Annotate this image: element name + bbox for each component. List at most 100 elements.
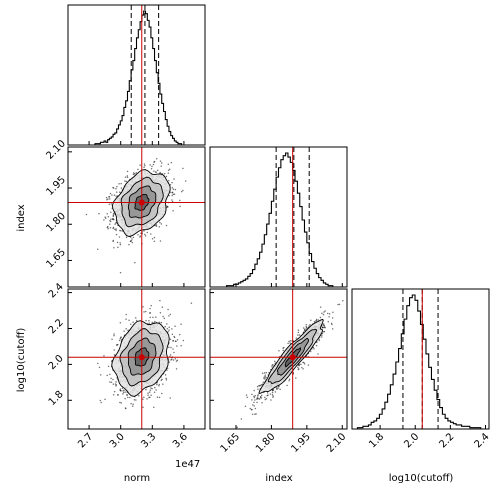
sample-point bbox=[264, 398, 267, 401]
sample-point bbox=[109, 223, 111, 225]
panel-frame-1-1 bbox=[209, 146, 348, 288]
sample-point bbox=[110, 381, 113, 384]
sample-point bbox=[278, 350, 280, 352]
y-tick-label-index-3: 2.10 bbox=[44, 138, 68, 162]
sample-point bbox=[172, 193, 175, 195]
sample-point bbox=[165, 377, 167, 380]
sample-point bbox=[142, 306, 144, 308]
sample-point bbox=[270, 399, 272, 401]
sample-point bbox=[171, 358, 173, 361]
sample-point bbox=[322, 323, 325, 325]
sample-point bbox=[153, 406, 155, 408]
sample-point bbox=[330, 322, 333, 325]
sample-point bbox=[156, 396, 159, 398]
sample-point bbox=[156, 383, 158, 386]
sample-point bbox=[144, 235, 147, 237]
sample-point bbox=[302, 327, 305, 329]
truth-marker-norm-vs-log10-cutoff bbox=[138, 354, 145, 361]
sample-point bbox=[133, 172, 136, 175]
sample-point bbox=[174, 188, 177, 191]
sample-point bbox=[133, 398, 136, 401]
sample-point bbox=[251, 408, 253, 411]
contour-line-norm-vs-index-3 bbox=[127, 185, 157, 219]
sample-point bbox=[129, 240, 132, 242]
sample-point bbox=[126, 176, 129, 179]
sample-point bbox=[164, 374, 167, 376]
sample-point bbox=[115, 188, 117, 190]
sample-point bbox=[251, 393, 253, 396]
sample-point bbox=[98, 366, 101, 369]
sample-point bbox=[106, 213, 109, 215]
sample-point bbox=[153, 391, 156, 394]
y-tick-label-log10-cutoff-3: 2.4 bbox=[47, 281, 66, 300]
sample-point bbox=[167, 308, 169, 311]
sample-point bbox=[107, 198, 109, 200]
sample-point bbox=[168, 326, 170, 329]
sample-point bbox=[276, 387, 278, 390]
sample-point bbox=[171, 200, 174, 203]
sample-point bbox=[113, 349, 115, 351]
sample-point bbox=[119, 243, 122, 246]
sample-point bbox=[282, 349, 284, 352]
sample-point bbox=[262, 381, 265, 384]
truth-quantile-lines-layer bbox=[68, 5, 439, 429]
x-tick-label-index-0: 1.65 bbox=[219, 431, 243, 455]
sample-point bbox=[148, 322, 150, 324]
sample-point bbox=[143, 230, 145, 232]
sample-point bbox=[297, 331, 300, 334]
sample-point bbox=[115, 228, 117, 230]
sample-point bbox=[117, 343, 119, 346]
sample-point bbox=[321, 312, 323, 314]
contour-line-index-vs-log10-cutoff-1 bbox=[258, 318, 324, 394]
contour-line-index-vs-log10-cutoff-4 bbox=[284, 347, 302, 368]
sample-point bbox=[332, 311, 334, 314]
sample-point bbox=[132, 405, 134, 407]
sample-point bbox=[115, 385, 117, 387]
x-tick-label-log10-cutoff-2: 2.2 bbox=[437, 431, 456, 450]
sample-point bbox=[153, 170, 155, 172]
sample-point bbox=[145, 388, 147, 391]
sample-point bbox=[253, 405, 255, 407]
sample-point bbox=[125, 236, 128, 238]
sample-point bbox=[106, 374, 108, 377]
sample-point bbox=[153, 240, 156, 242]
sample-point bbox=[322, 313, 325, 316]
sample-point bbox=[107, 365, 110, 368]
sample-point bbox=[166, 323, 168, 325]
sample-point bbox=[132, 172, 135, 174]
sample-point bbox=[135, 172, 138, 174]
x-tick-label-index-2: 1.95 bbox=[289, 431, 313, 455]
sample-point bbox=[305, 323, 308, 326]
sample-point bbox=[161, 392, 163, 395]
sample-point bbox=[255, 413, 257, 415]
sample-point bbox=[113, 246, 115, 249]
sample-point bbox=[152, 316, 154, 319]
sample-point bbox=[252, 404, 254, 406]
sample-point bbox=[263, 372, 266, 374]
sample-point bbox=[315, 344, 318, 347]
sample-point bbox=[173, 336, 176, 339]
sample-point bbox=[159, 171, 161, 174]
sample-point bbox=[169, 397, 171, 399]
sample-point bbox=[114, 383, 117, 385]
sample-point bbox=[150, 304, 152, 307]
sample-point bbox=[108, 195, 111, 198]
sample-point bbox=[303, 361, 305, 364]
sample-point bbox=[111, 338, 113, 341]
sample-point bbox=[158, 396, 161, 399]
sample-point bbox=[152, 163, 155, 166]
sample-point bbox=[174, 325, 176, 327]
sample-point bbox=[119, 271, 122, 274]
sample-point bbox=[327, 320, 330, 323]
sample-point bbox=[127, 396, 129, 399]
sample-point bbox=[168, 329, 170, 331]
sample-point bbox=[167, 206, 169, 208]
sample-point bbox=[323, 325, 326, 328]
sample-point bbox=[138, 395, 140, 397]
sample-point bbox=[166, 327, 169, 330]
sample-point bbox=[113, 333, 115, 335]
sample-point bbox=[109, 192, 112, 195]
sample-point bbox=[167, 169, 170, 171]
sample-point bbox=[119, 242, 121, 244]
sample-point bbox=[342, 300, 344, 302]
